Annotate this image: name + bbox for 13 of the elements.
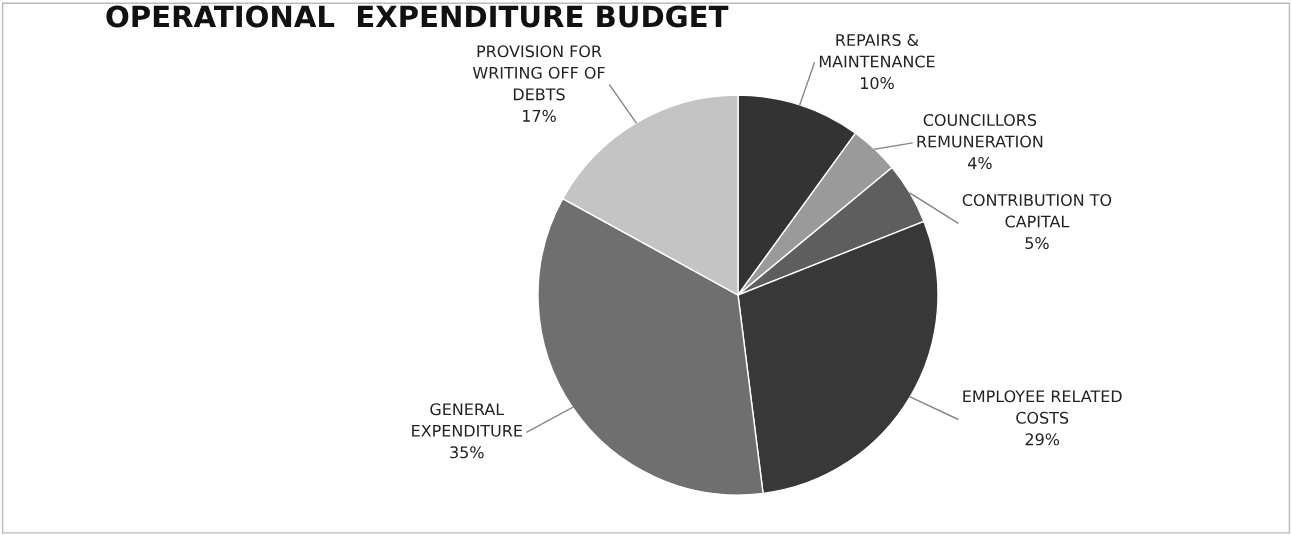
data-label: 35% — [450, 446, 484, 459]
data-label: 4% — [968, 157, 992, 170]
data-label: 17% — [523, 109, 556, 122]
data-label: 29% — [1025, 433, 1060, 446]
data-label: 10% — [860, 77, 894, 90]
slice-label: EMPLOYEE RELATED COSTS — [963, 390, 1122, 424]
chart-title: OPERATIONAL EXPENDITURE BUDGET — [106, 5, 729, 28]
slice-label: CONTRIBUTION TO CAPITAL — [962, 193, 1112, 228]
data-label: 5% — [1025, 237, 1049, 250]
slice-label: REPAIRS & MAINTENANCE — [819, 33, 935, 68]
slice-label: PROVISION FOR WRITING OFF OF DEBTS — [472, 45, 605, 101]
slice-label: COUNCILLORS REMUNERATION — [917, 113, 1043, 148]
slice-label: GENERAL EXPENDITURE — [412, 403, 522, 437]
